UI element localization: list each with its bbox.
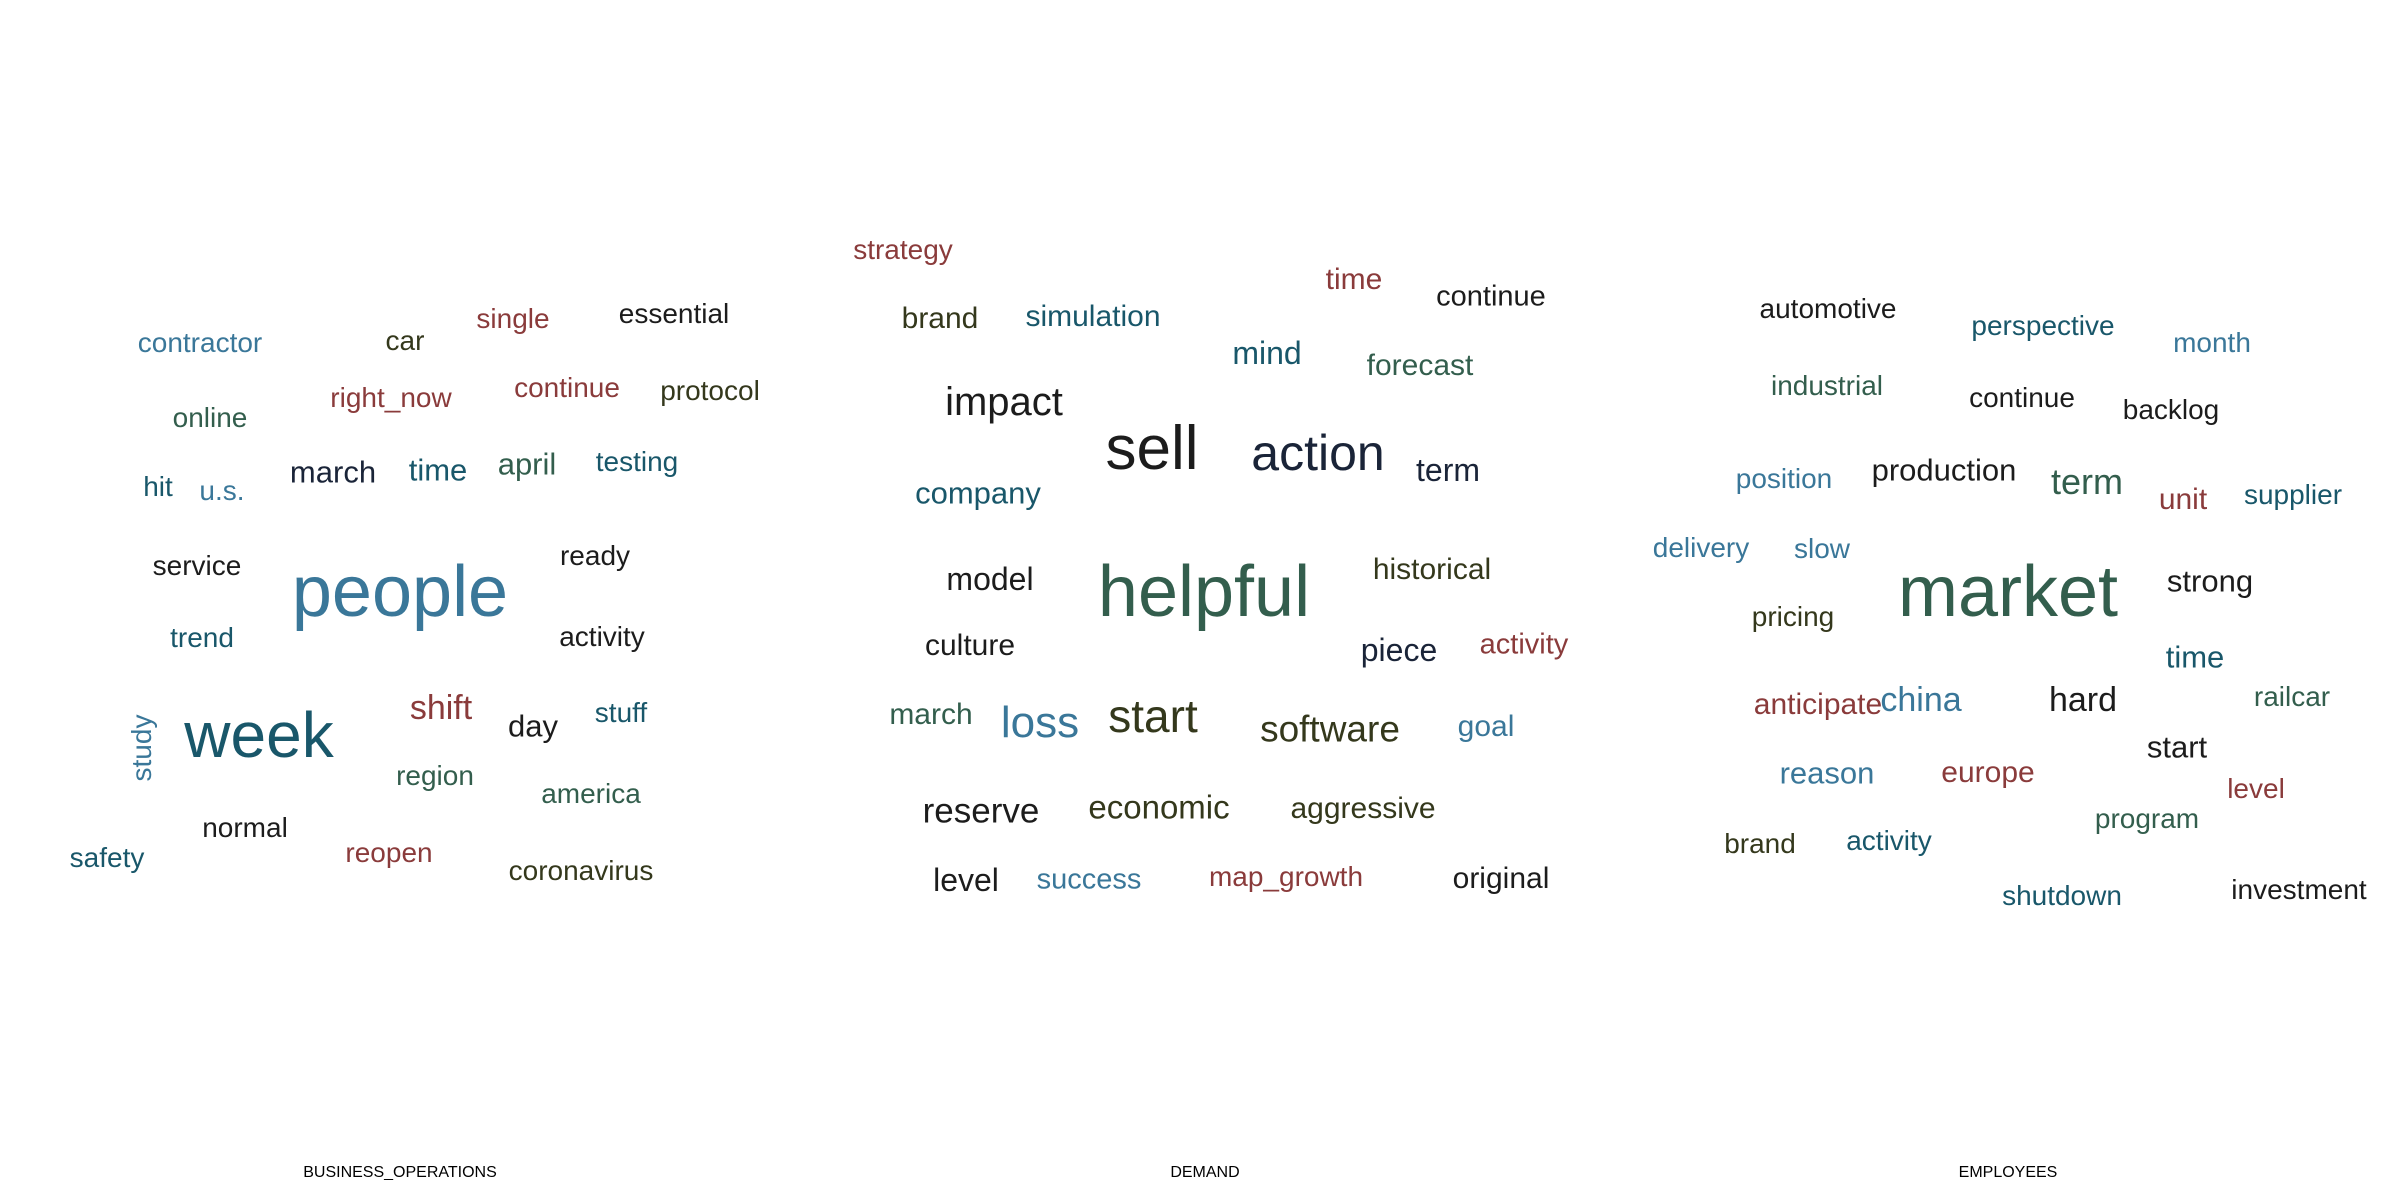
word-time: time: [408, 452, 468, 488]
word-essential: essential: [618, 298, 730, 329]
word-right-now: right_now: [330, 382, 452, 413]
word-software: software: [1260, 708, 1400, 750]
word-april: april: [497, 446, 557, 482]
word-start: start: [2146, 729, 2208, 765]
word-safety: safety: [69, 842, 145, 873]
word-week: week: [184, 699, 334, 771]
word-supplier: supplier: [2243, 479, 2343, 510]
word-pricing: pricing: [1751, 601, 1835, 632]
word-brand: brand: [1724, 828, 1796, 859]
word-testing: testing: [595, 446, 679, 477]
word-hit: hit: [143, 471, 173, 502]
word-production: production: [1871, 452, 2017, 488]
word-original: original: [1452, 862, 1550, 895]
word-perspective: perspective: [1971, 310, 2115, 341]
word-activity: activity: [559, 621, 645, 652]
word-activity: activity: [1479, 628, 1569, 661]
word-model: model: [946, 561, 1034, 597]
word-culture: culture: [924, 629, 1016, 662]
word-industrial: industrial: [1770, 370, 1884, 401]
caption-business-operations: BUSINESS_OPERATIONS: [303, 1164, 497, 1181]
word-strong: strong: [2166, 563, 2254, 599]
word-sell: sell: [1105, 414, 1199, 483]
word-people: people: [291, 552, 509, 632]
word-region: region: [396, 760, 474, 791]
word-shutdown: shutdown: [2002, 880, 2122, 911]
word-reopen: reopen: [345, 837, 433, 868]
word-helpful: helpful: [1097, 552, 1311, 632]
word-term: term: [1416, 452, 1480, 488]
word-hard: hard: [2048, 681, 2118, 719]
word-car: car: [385, 325, 425, 356]
word-shift: shift: [409, 689, 473, 727]
word-piece: piece: [1360, 632, 1438, 668]
word-online: online: [172, 402, 248, 433]
word-continue: continue: [1436, 280, 1546, 313]
word-month: month: [2173, 327, 2251, 358]
word-march: march: [289, 454, 377, 490]
word-reserve: reserve: [922, 791, 1040, 831]
word-stuff: stuff: [594, 697, 648, 728]
word-europe: europe: [1941, 756, 2035, 789]
word-aggressive: aggressive: [1290, 792, 1436, 825]
word-simulation: simulation: [1025, 300, 1161, 333]
word-market: market: [1897, 552, 2119, 632]
word-ready: ready: [559, 540, 631, 571]
word-level: level: [933, 862, 999, 898]
word-strategy: strategy: [853, 234, 953, 265]
word-term: term: [2051, 461, 2123, 502]
word-reason: reason: [1779, 755, 1875, 791]
word-success: success: [1036, 863, 1142, 896]
word-delivery: delivery: [1652, 532, 1750, 563]
word-time: time: [2165, 639, 2225, 675]
word-start: start: [1108, 690, 1198, 742]
word-activity: activity: [1846, 825, 1932, 856]
word-loss: loss: [1000, 698, 1080, 747]
word-anticipate: anticipate: [1753, 688, 1883, 721]
word-u-s-: u.s.: [199, 475, 245, 506]
word-normal: normal: [202, 812, 288, 843]
word-service: service: [152, 550, 242, 581]
word-economic: economic: [1088, 788, 1230, 826]
word-unit: unit: [2158, 483, 2208, 516]
word-america: america: [541, 778, 641, 809]
word-forecast: forecast: [1366, 349, 1474, 382]
word-protocol: protocol: [660, 375, 760, 406]
word-march: march: [889, 698, 973, 731]
word-backlog: backlog: [2122, 394, 2220, 425]
word-contractor: contractor: [137, 327, 263, 358]
word-continue: continue: [1969, 382, 2075, 413]
word-investment: investment: [2231, 874, 2367, 905]
word-impact: impact: [945, 380, 1063, 424]
word-brand: brand: [901, 302, 979, 335]
word-slow: slow: [1793, 533, 1851, 564]
word-trend: trend: [170, 622, 234, 653]
word-automotive: automotive: [1759, 293, 1897, 324]
word-historical: historical: [1372, 553, 1492, 586]
word-position: position: [1735, 463, 1833, 494]
word-coronavirus: coronavirus: [508, 855, 654, 886]
caption-employees: EMPLOYEES: [1958, 1164, 2058, 1181]
word-action: action: [1251, 425, 1385, 481]
word-continue: continue: [514, 372, 620, 403]
word-level: level: [2227, 773, 2285, 804]
word-map-growth: map_growth: [1208, 861, 1364, 892]
word-company: company: [915, 475, 1041, 511]
word-mind: mind: [1232, 335, 1302, 371]
word-time: time: [1325, 263, 1383, 296]
word-program: program: [2094, 803, 2200, 834]
caption-demand: DEMAND: [1170, 1164, 1240, 1181]
word-day: day: [508, 708, 558, 744]
word-railcar: railcar: [2253, 681, 2331, 712]
word-goal: goal: [1457, 710, 1515, 743]
word-china: china: [1880, 681, 1962, 719]
word-study: study: [126, 714, 157, 782]
word-single: single: [476, 303, 550, 334]
